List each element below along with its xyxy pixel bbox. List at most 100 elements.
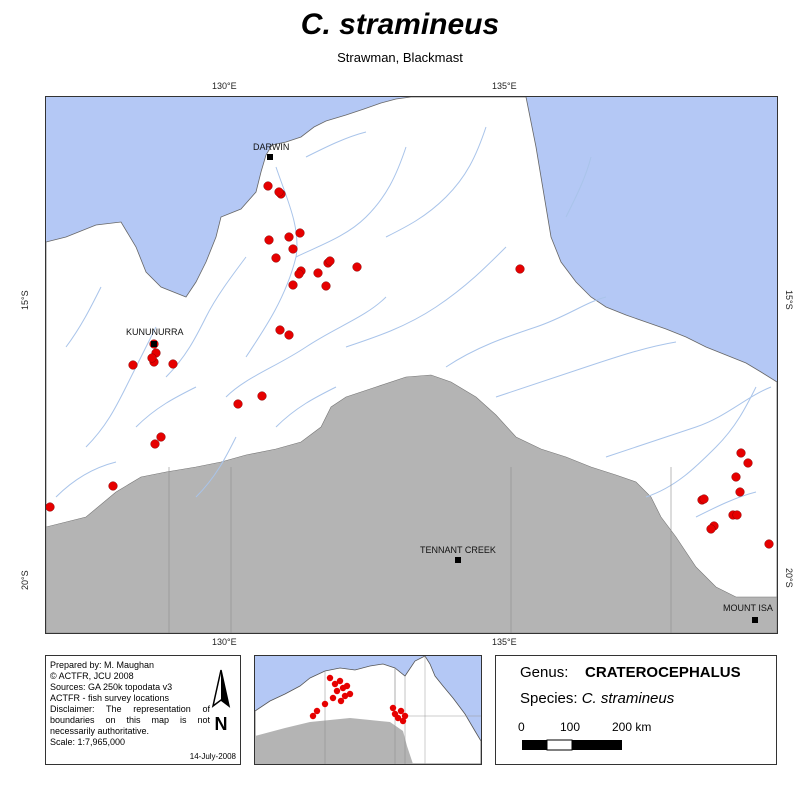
- river-10: [85, 326, 157, 448]
- inset-record-point-14: [394, 714, 402, 722]
- genus-value: CRATEROCEPHALUS: [585, 664, 741, 681]
- record-point-14: [288, 280, 298, 290]
- legend-box: Genus: CRATEROCEPHALUS Species: C. stram…: [495, 655, 777, 765]
- river-14: [195, 436, 237, 498]
- graticule-label-15s-left: 15°S: [20, 290, 30, 310]
- river-0: [245, 166, 298, 358]
- inset-record-point-17: [401, 712, 409, 720]
- record-point-0: [263, 181, 273, 191]
- inset-record-point-15: [397, 707, 405, 715]
- info-text: Prepared by: M. Maughan © ACTFR, JCU 200…: [50, 660, 210, 748]
- graticule-label-135e-bottom: 135°E: [492, 637, 517, 647]
- record-point-29: [46, 502, 55, 512]
- scale-bar: [522, 739, 622, 751]
- inset-record-point-2: [336, 677, 344, 685]
- record-point-28: [108, 481, 118, 491]
- record-point-34: [735, 487, 745, 497]
- river-3: [165, 256, 247, 378]
- river-7: [495, 341, 677, 398]
- map-date: 14-July-2008: [189, 752, 236, 761]
- record-point-9: [313, 268, 323, 278]
- info-line-disclaimer: Disclaimer: The representation of bounda…: [50, 704, 210, 736]
- record-point-3: [264, 235, 274, 245]
- inset-records: [309, 674, 409, 725]
- record-point-15: [321, 281, 331, 291]
- river-15: [565, 156, 592, 218]
- inset-map[interactable]: [254, 655, 482, 765]
- inset-outside-region: [255, 718, 413, 764]
- record-point-24: [233, 399, 243, 409]
- inset-record-point-1: [331, 680, 339, 688]
- inset-record-point-0: [326, 674, 334, 682]
- river-12: [385, 126, 487, 238]
- record-point-6: [288, 244, 298, 254]
- species-records: [46, 181, 774, 549]
- record-point-12: [352, 262, 362, 272]
- record-point-26: [156, 432, 166, 442]
- record-point-4: [284, 232, 294, 242]
- town-marker-kununurra: [151, 341, 157, 347]
- north-arrow-label: N: [215, 714, 228, 734]
- record-point-32: [743, 458, 753, 468]
- place-darwin: DARWIN: [253, 142, 290, 152]
- inset-record-point-18: [389, 704, 397, 712]
- record-point-33: [731, 472, 741, 482]
- species-row: Species: C. stramineus: [520, 690, 674, 707]
- river-9: [645, 386, 757, 498]
- record-point-17: [284, 330, 294, 340]
- river-17: [65, 286, 102, 348]
- river-18: [305, 131, 367, 158]
- info-line-sources: Sources: GA 250k topodata v3: [50, 682, 173, 692]
- record-point-40: [699, 494, 709, 504]
- town-markers: [151, 154, 758, 623]
- inset-record-point-3: [333, 687, 341, 695]
- outside-region: [46, 374, 777, 633]
- record-point-7: [271, 253, 281, 263]
- graticule-label-20s-left: 20°S: [20, 570, 30, 590]
- genus-label: Genus:: [520, 664, 569, 681]
- river-4: [135, 386, 197, 428]
- place-mount-isa: MOUNT ISA: [723, 603, 773, 613]
- town-marker-darwin: [267, 154, 273, 160]
- record-point-23: [168, 359, 178, 369]
- river-2: [225, 296, 387, 398]
- record-point-21: [147, 353, 157, 363]
- inset-record-point-8: [321, 700, 329, 708]
- river-11: [55, 461, 117, 498]
- scale-label-200: 200 km: [612, 720, 652, 734]
- graticule-label-15s-right: 15°S: [784, 290, 794, 310]
- inset-record-point-10: [309, 712, 317, 720]
- info-line-prepared: Prepared by: M. Maughan: [50, 660, 155, 670]
- river-5: [345, 246, 507, 348]
- river-16: [695, 491, 757, 518]
- place-kununurra: KUNUNURRA: [126, 327, 184, 337]
- inset-record-point-16: [399, 717, 407, 725]
- river-8: [605, 386, 772, 458]
- inset-record-point-6: [329, 694, 337, 702]
- record-point-22: [128, 360, 138, 370]
- graticule-lines: [168, 467, 672, 633]
- town-marker-mount-isa: [752, 617, 758, 623]
- main-map-svg: [46, 97, 777, 633]
- inset-record-point-11: [343, 682, 351, 690]
- record-point-27: [150, 439, 160, 449]
- record-point-5: [295, 228, 305, 238]
- river-network: [55, 126, 772, 518]
- north-arrow-icon: N: [211, 669, 231, 734]
- graticule-label-130e-top: 130°E: [212, 81, 237, 91]
- inset-map-svg: [255, 656, 481, 764]
- river-6: [445, 296, 607, 368]
- inset-record-point-7: [337, 697, 345, 705]
- species-value: C. stramineus: [581, 690, 675, 707]
- inset-record-point-5: [341, 692, 349, 700]
- record-point-11: [325, 256, 335, 266]
- river-1: [295, 146, 407, 258]
- map-title: C. stramineus: [300, 8, 500, 41]
- place-tennant-creek: TENNANT CREEK: [420, 545, 496, 555]
- map-subtitle: Strawman, Blackmast: [337, 50, 463, 65]
- graticule-label-20s-right: 20°S: [784, 568, 794, 588]
- info-box: Prepared by: M. Maughan © ACTFR, JCU 200…: [45, 655, 241, 765]
- record-point-38: [706, 524, 716, 534]
- main-map[interactable]: DARWIN KUNUNURRA TENNANT CREEK MOUNT ISA: [45, 96, 778, 634]
- info-line-survey: ACTFR - fish survey locations: [50, 693, 170, 703]
